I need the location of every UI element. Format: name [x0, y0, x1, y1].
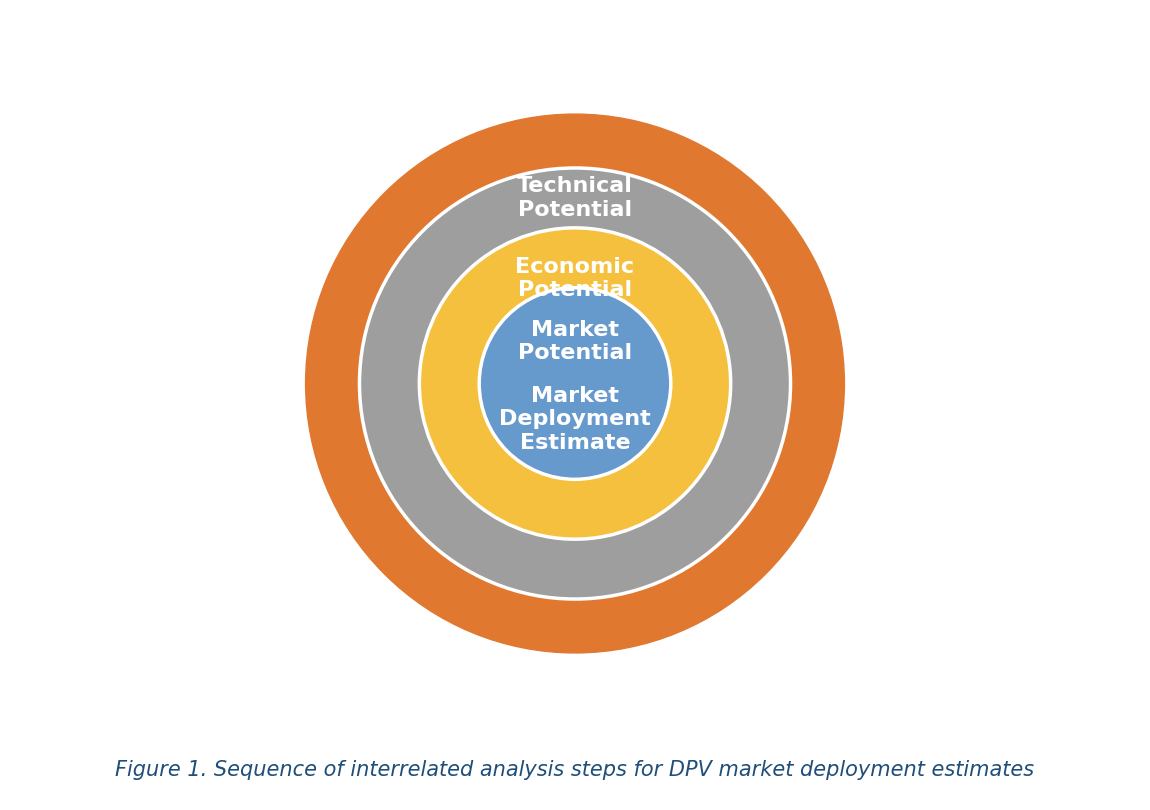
Text: Technical
Potential: Technical Potential [518, 177, 632, 220]
Circle shape [420, 228, 730, 539]
Circle shape [306, 114, 844, 653]
Circle shape [480, 288, 670, 480]
Text: Market
Deployment
Estimate: Market Deployment Estimate [499, 386, 651, 453]
Circle shape [360, 168, 790, 599]
Text: Economic
Potential: Economic Potential [515, 257, 635, 301]
Text: Market
Potential: Market Potential [518, 320, 632, 363]
Text: Figure 1. Sequence of interrelated analysis steps for DPV market deployment esti: Figure 1. Sequence of interrelated analy… [115, 760, 1035, 779]
